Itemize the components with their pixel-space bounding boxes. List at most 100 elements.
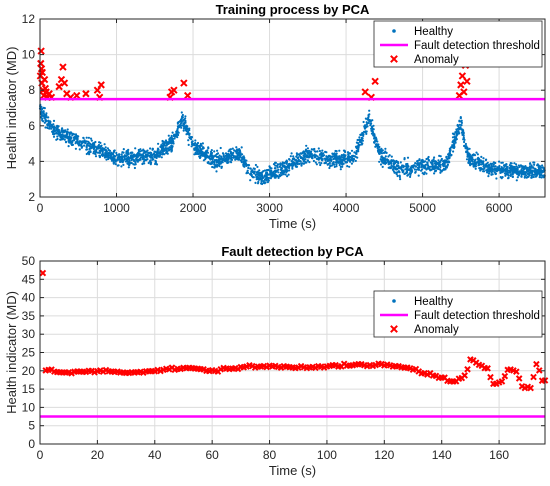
healthy-point — [149, 159, 152, 162]
healthy-point — [101, 154, 104, 157]
healthy-point — [128, 164, 131, 167]
healthy-point — [58, 134, 61, 137]
healthy-point — [64, 140, 68, 143]
healthy-point — [160, 156, 163, 159]
healthy-point — [433, 172, 436, 175]
healthy-point — [127, 166, 130, 169]
healthy-point — [253, 172, 256, 175]
healthy-point — [233, 149, 236, 152]
healthy-point — [268, 166, 272, 169]
healthy-point — [407, 173, 410, 176]
healthy-point — [286, 166, 289, 169]
healthy-point — [478, 159, 481, 162]
healthy-point — [408, 169, 412, 172]
healthy-point — [427, 158, 430, 161]
healthy-point — [263, 169, 267, 172]
healthy-point — [525, 176, 528, 179]
healthy-point — [199, 144, 202, 147]
healthy-point — [434, 170, 437, 173]
healthy-point — [165, 144, 168, 147]
healthy-point — [449, 149, 452, 152]
healthy-point — [511, 172, 514, 175]
healthy-point — [253, 167, 256, 170]
healthy-point — [177, 124, 181, 128]
healthy-point — [104, 146, 107, 149]
x-tick-label: 4000 — [333, 201, 360, 215]
healthy-point — [182, 124, 185, 128]
legend-anomaly-marker — [390, 55, 398, 63]
healthy-point — [262, 170, 265, 173]
healthy-point — [182, 127, 185, 130]
healthy-point — [393, 160, 396, 163]
healthy-point — [520, 164, 523, 168]
healthy-point — [222, 153, 225, 156]
healthy-point — [239, 150, 242, 154]
healthy-point — [537, 165, 540, 169]
x-tick-label: 2000 — [180, 201, 207, 215]
healthy-point — [144, 150, 147, 153]
healthy-point — [487, 172, 490, 175]
healthy-point — [389, 166, 392, 169]
healthy-point — [541, 174, 544, 177]
healthy-point — [542, 166, 545, 169]
healthy-point — [190, 145, 193, 148]
healthy-point — [252, 170, 255, 173]
healthy-point — [364, 117, 367, 120]
healthy-point — [85, 148, 89, 151]
healthy-point — [262, 181, 265, 184]
anomaly-point — [501, 372, 509, 380]
healthy-point — [211, 165, 214, 169]
healthy-point — [196, 152, 199, 155]
healthy-point — [352, 160, 355, 163]
healthy-point — [542, 170, 545, 173]
healthy-point — [201, 142, 204, 145]
healthy-point — [153, 153, 156, 156]
healthy-point — [299, 160, 302, 163]
healthy-point — [491, 162, 494, 165]
healthy-point — [87, 144, 90, 147]
healthy-point — [184, 115, 187, 118]
healthy-point — [206, 161, 209, 164]
healthy-point — [182, 129, 185, 132]
healthy-point — [240, 156, 243, 159]
healthy-point — [243, 161, 247, 164]
healthy-point — [479, 169, 482, 172]
healthy-point — [438, 165, 441, 168]
healthy-point — [205, 154, 208, 157]
healthy-point — [254, 181, 257, 184]
healthy-point — [249, 167, 252, 170]
healthy-point — [97, 143, 101, 147]
healthy-point — [390, 159, 393, 162]
healthy-point — [281, 165, 285, 168]
healthy-point — [421, 163, 424, 166]
healthy-point — [234, 158, 237, 161]
healthy-point — [71, 143, 75, 146]
healthy-point — [338, 163, 341, 167]
healthy-point — [464, 142, 467, 146]
healthy-point — [160, 148, 163, 152]
healthy-point — [494, 165, 497, 168]
healthy-point — [120, 153, 123, 156]
healthy-point — [474, 167, 477, 170]
healthy-point — [172, 142, 175, 145]
healthy-point — [273, 170, 276, 173]
healthy-point — [199, 149, 202, 152]
healthy-point — [312, 148, 316, 151]
healthy-point — [226, 159, 229, 162]
healthy-point — [417, 166, 420, 169]
anomaly-point — [498, 378, 506, 385]
healthy-point — [68, 139, 71, 142]
legend-label: Fault detection threshold — [414, 310, 540, 322]
healthy-point — [388, 162, 391, 165]
healthy-point — [157, 142, 160, 145]
healthy-point — [446, 158, 449, 161]
healthy-point — [262, 176, 265, 179]
healthy-point — [286, 175, 289, 178]
healthy-point — [109, 157, 112, 160]
healthy-point — [424, 163, 427, 166]
anomaly-point — [59, 63, 67, 71]
healthy-point — [511, 169, 514, 172]
healthy-point — [216, 164, 219, 167]
healthy-point — [321, 149, 324, 152]
legend-label: Fault detection threshold — [414, 40, 540, 52]
